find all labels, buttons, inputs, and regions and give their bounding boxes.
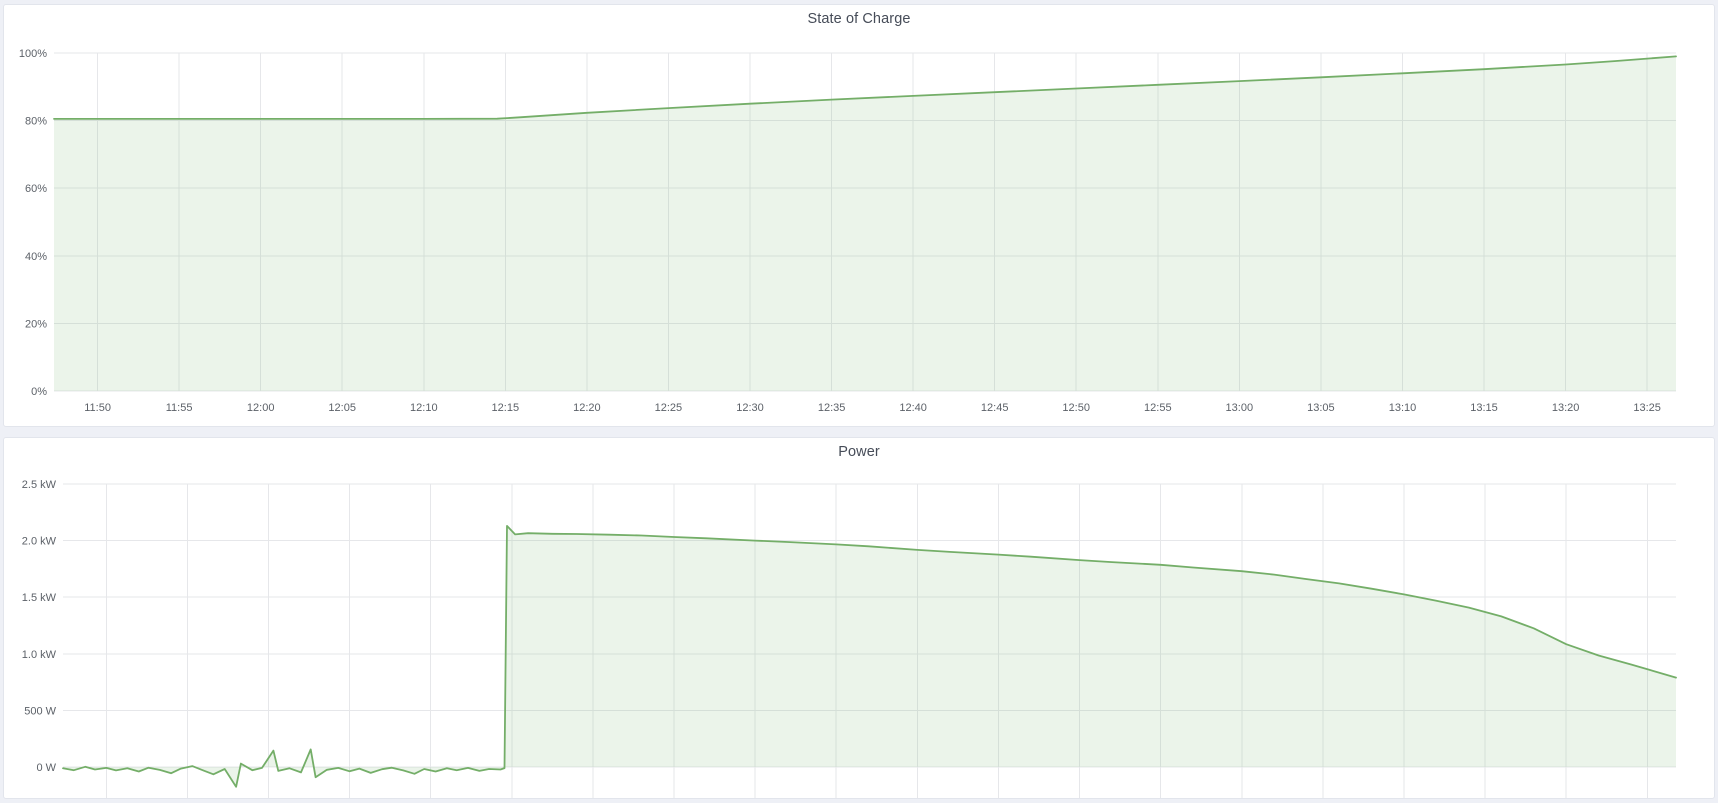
svg-text:12:05: 12:05 [328,402,356,414]
svg-text:40%: 40% [25,251,47,263]
svg-text:2.0 kW: 2.0 kW [22,536,57,548]
power-chart[interactable]: 2.5 kW 2.0 kW 1.5 kW 1.0 kW 500 W 0 W [4,438,1715,799]
svg-text:13:00: 13:00 [1226,402,1254,414]
state-of-charge-chart[interactable]: 100% 80% 60% 40% 20% 0% 11:50 11:55 12:00 12:05 12… [4,5,1715,427]
svg-text:80%: 80% [25,116,47,128]
svg-text:13:05: 13:05 [1307,402,1335,414]
svg-text:12:10: 12:10 [410,402,438,414]
svg-text:12:50: 12:50 [1062,402,1090,414]
svg-text:100%: 100% [19,48,47,60]
svg-text:12:15: 12:15 [492,402,520,414]
svg-text:13:20: 13:20 [1552,402,1580,414]
svg-text:20%: 20% [25,318,47,330]
svg-text:11:50: 11:50 [84,402,111,414]
panel-title-power[interactable]: Power [838,444,880,460]
svg-text:13:10: 13:10 [1389,402,1417,414]
svg-text:1.5 kW: 1.5 kW [22,592,57,604]
svg-text:13:25: 13:25 [1633,402,1661,414]
panel-state-of-charge: State of Charge 100% 80% 60% 40% 20% 0% 11:50 1… [3,4,1715,427]
svg-text:12:35: 12:35 [818,402,846,414]
svg-text:60%: 60% [25,183,47,195]
svg-text:500 W: 500 W [24,705,56,717]
svg-text:12:45: 12:45 [981,402,1009,414]
panel-power: Power 2.5 kW 2.0 kW 1.5 kW 1.0 kW 500 W 0 W [3,437,1715,799]
svg-text:1.0 kW: 1.0 kW [22,649,57,661]
svg-text:2.5 kW: 2.5 kW [22,479,57,491]
svg-text:12:25: 12:25 [655,402,683,414]
panel-title-state-of-charge[interactable]: State of Charge [807,11,911,27]
svg-text:12:40: 12:40 [899,402,927,414]
svg-text:12:20: 12:20 [573,402,601,414]
svg-text:12:00: 12:00 [247,402,275,414]
svg-text:0 W: 0 W [36,762,56,774]
svg-text:0%: 0% [31,386,47,398]
svg-text:12:55: 12:55 [1144,402,1172,414]
svg-text:11:55: 11:55 [166,402,193,414]
svg-text:12:30: 12:30 [736,402,764,414]
svg-text:13:15: 13:15 [1470,402,1498,414]
